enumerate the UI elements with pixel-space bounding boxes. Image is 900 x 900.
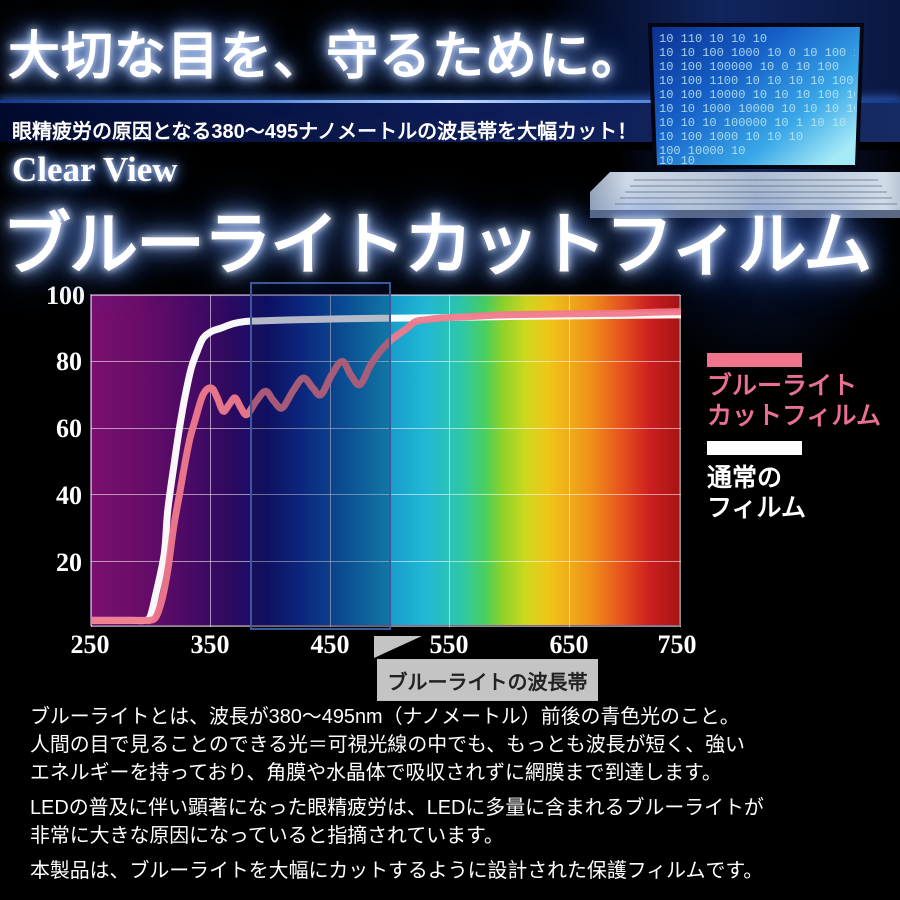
svg-text:10 100 100000 10 0 10 100: 10 100 100000 10 0 10 100 — [659, 60, 839, 74]
svg-text:10 10 100 1000 10 0 10 100 1: 10 10 100 1000 10 0 10 100 10000 — [659, 46, 889, 60]
svg-text:10 110 10 10 10: 10 110 10 10 10 — [659, 32, 767, 46]
svg-text:10 10 10 100000 10 1 10 10 10: 10 10 10 100000 10 1 10 10 10 10000 — [659, 116, 900, 130]
svg-text:10 100 10000 10 10 10 100 1000: 10 100 10000 10 10 10 100 1000 — [659, 88, 875, 102]
svg-text:10 10 1000 10000 10 10 10 1000: 10 10 1000 10000 10 10 10 1000 — [659, 102, 875, 116]
svg-text:10 100 1100 10 10 10 10 100 1: 10 100 1100 10 10 10 10 100 100 — [659, 74, 882, 88]
svg-text:10 100 1000 10 10 10: 10 100 1000 10 10 10 — [659, 130, 803, 144]
